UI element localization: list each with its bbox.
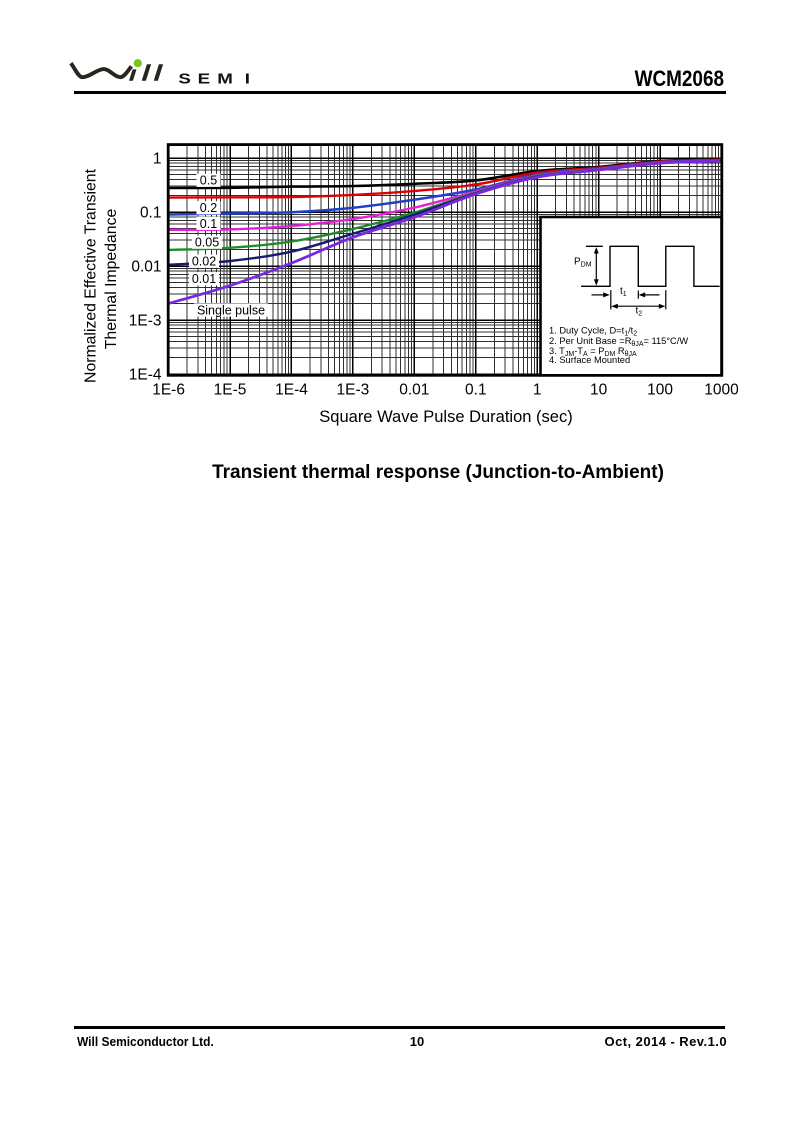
svg-text:1E-4: 1E-4 bbox=[129, 367, 162, 384]
svg-text:0.1: 0.1 bbox=[140, 205, 162, 222]
svg-text:0.05: 0.05 bbox=[195, 236, 219, 250]
svg-text:0.01: 0.01 bbox=[399, 382, 429, 399]
svg-text:4. Surface Mounted: 4. Surface Mounted bbox=[549, 355, 630, 365]
svg-text:1. Duty Cycle, D=t1/t2: 1. Duty Cycle, D=t1/t2 bbox=[549, 326, 637, 338]
svg-text:1E-3: 1E-3 bbox=[129, 313, 162, 330]
svg-text:t2: t2 bbox=[636, 306, 643, 318]
svg-text:Single pulse: Single pulse bbox=[197, 303, 265, 317]
svg-text:E: E bbox=[198, 70, 211, 87]
svg-text:0.02: 0.02 bbox=[192, 255, 216, 269]
svg-text:1E-4: 1E-4 bbox=[275, 382, 308, 399]
svg-text:100: 100 bbox=[647, 382, 673, 399]
svg-text:1E-6: 1E-6 bbox=[152, 382, 185, 399]
svg-text:10: 10 bbox=[590, 382, 608, 399]
svg-text:t1: t1 bbox=[620, 286, 627, 298]
svg-text:Normalized Effective Transient: Normalized Effective Transient bbox=[83, 168, 100, 383]
svg-text:0.2: 0.2 bbox=[200, 201, 217, 215]
svg-text:1: 1 bbox=[533, 382, 542, 399]
svg-text:I: I bbox=[245, 70, 250, 87]
svg-text:2. Per Unit Base =RθJA= 115°C/: 2. Per Unit Base =RθJA= 115°C/W bbox=[549, 336, 688, 348]
svg-text:0.01: 0.01 bbox=[131, 259, 161, 276]
svg-text:Thermal Impedance: Thermal Impedance bbox=[103, 209, 120, 350]
svg-text:1000: 1000 bbox=[704, 382, 739, 399]
svg-text:Square Wave Pulse Duration (se: Square Wave Pulse Duration (sec) bbox=[319, 408, 572, 426]
svg-text:S: S bbox=[178, 70, 191, 87]
svg-text:1E-5: 1E-5 bbox=[214, 382, 247, 399]
svg-text:0.1: 0.1 bbox=[200, 217, 217, 231]
svg-text:M: M bbox=[217, 70, 233, 87]
svg-text:0.01: 0.01 bbox=[192, 272, 216, 286]
svg-text:0.1: 0.1 bbox=[465, 382, 487, 399]
svg-text:0.5: 0.5 bbox=[200, 174, 217, 188]
svg-text:1: 1 bbox=[153, 151, 162, 168]
svg-text:1E-3: 1E-3 bbox=[337, 382, 370, 399]
